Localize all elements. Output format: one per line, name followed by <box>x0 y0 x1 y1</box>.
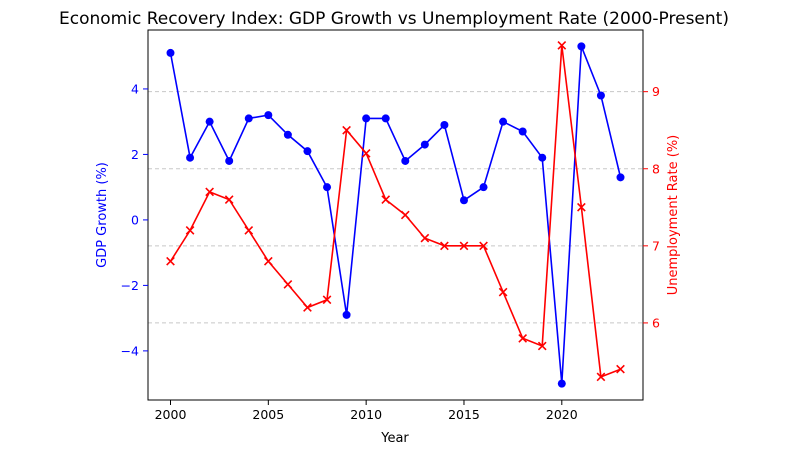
gdp-growth-point <box>264 111 273 120</box>
unemployment-rate-line <box>169 45 621 379</box>
y-axis-right-label: Unemployment Rate (%) <box>666 135 681 296</box>
y-left-tick-label: 2 <box>131 147 139 162</box>
gdp-growth-point <box>166 48 175 57</box>
unemployment-rate-point <box>263 256 273 266</box>
y-left-tick-label: −2 <box>121 278 139 293</box>
x-axis-label: Year <box>380 431 409 446</box>
gdp-growth-point <box>303 147 312 156</box>
unemployment-rate-point <box>577 202 586 212</box>
unemployment-rate-point <box>596 372 606 382</box>
unemployment-rate-point <box>518 333 528 343</box>
unemployment-rate-point <box>322 295 332 305</box>
unemployment-rate-point <box>185 226 195 235</box>
gdp-growth-point <box>557 379 566 388</box>
gdp-growth-point <box>186 153 195 162</box>
unemployment-rate-point <box>361 148 371 158</box>
gdp-growth-point <box>479 183 488 192</box>
unemployment-rate-point <box>205 187 214 197</box>
unemployment-rate-point <box>381 195 391 204</box>
x-axis: 2000 2005 2010 2015 2020 <box>155 400 578 422</box>
y-left-tick-label: 4 <box>131 81 139 96</box>
y-right-tick-label: 9 <box>652 84 660 99</box>
gdp-growth-point <box>342 310 351 319</box>
gdp-growth-point <box>225 156 234 165</box>
plot-frame <box>147 29 644 401</box>
x-tick-label: 2010 <box>350 407 382 422</box>
y-axis-right: 6 7 8 9 <box>643 84 660 330</box>
unemployment-rate-point <box>342 125 351 135</box>
x-tick-label: 2000 <box>155 407 187 422</box>
gdp-growth-point <box>577 42 586 51</box>
y-left-tick-label: −4 <box>121 343 139 358</box>
gdp-growth-point <box>323 183 332 192</box>
y-right-tick-label: 8 <box>652 161 660 176</box>
unemployment-rate-point <box>224 195 234 204</box>
unemployment-rate-point <box>479 241 488 251</box>
x-tick-label: 2015 <box>448 407 480 422</box>
unemployment-rate-point <box>459 241 469 251</box>
y-right-tick-label: 7 <box>652 238 660 253</box>
unemployment-rate-point <box>283 280 293 289</box>
y-axis-left: −4 −2 0 2 4 <box>121 81 148 358</box>
x-tick-label: 2005 <box>252 407 284 422</box>
gdp-growth-point <box>401 156 410 165</box>
gdp-growth-point <box>420 140 429 149</box>
unemployment-rate-point <box>420 233 430 243</box>
unemployment-rate-point <box>440 241 449 251</box>
y-right-tick-label: 6 <box>652 315 660 330</box>
grid-lines <box>148 91 643 324</box>
gdp-growth-point <box>381 114 390 123</box>
series-layer <box>166 41 625 388</box>
chart-title: Economic Recovery Index: GDP Growth vs U… <box>59 9 729 29</box>
gdp-growth-point <box>205 117 214 126</box>
gdp-growth-point <box>596 91 605 100</box>
unemployment-rate-point <box>537 341 547 351</box>
gdp-growth-point <box>616 173 625 182</box>
unemployment-rate-point <box>616 364 625 374</box>
gdp-growth-point <box>440 120 449 129</box>
unemployment-rate-point <box>498 287 508 297</box>
gdp-growth-point <box>283 130 292 139</box>
gdp-growth-point <box>538 153 547 162</box>
y-left-tick-label: 0 <box>131 212 139 227</box>
unemployment-rate-point <box>244 226 254 235</box>
gdp-growth-point <box>362 114 371 123</box>
unemployment-rate-point <box>557 41 567 50</box>
gdp-growth-point <box>499 117 508 126</box>
unemployment-rate-point <box>303 303 312 312</box>
y-axis-left-label: GDP Growth (%) <box>95 162 110 268</box>
x-tick-label: 2020 <box>546 407 578 422</box>
gdp-growth-line <box>169 46 622 384</box>
gdp-growth-point <box>459 196 468 205</box>
gdp-growth-point <box>244 114 253 123</box>
unemployment-rate-point <box>166 256 175 266</box>
unemployment-rate-point <box>400 210 410 220</box>
gdp-growth-point <box>518 127 527 136</box>
